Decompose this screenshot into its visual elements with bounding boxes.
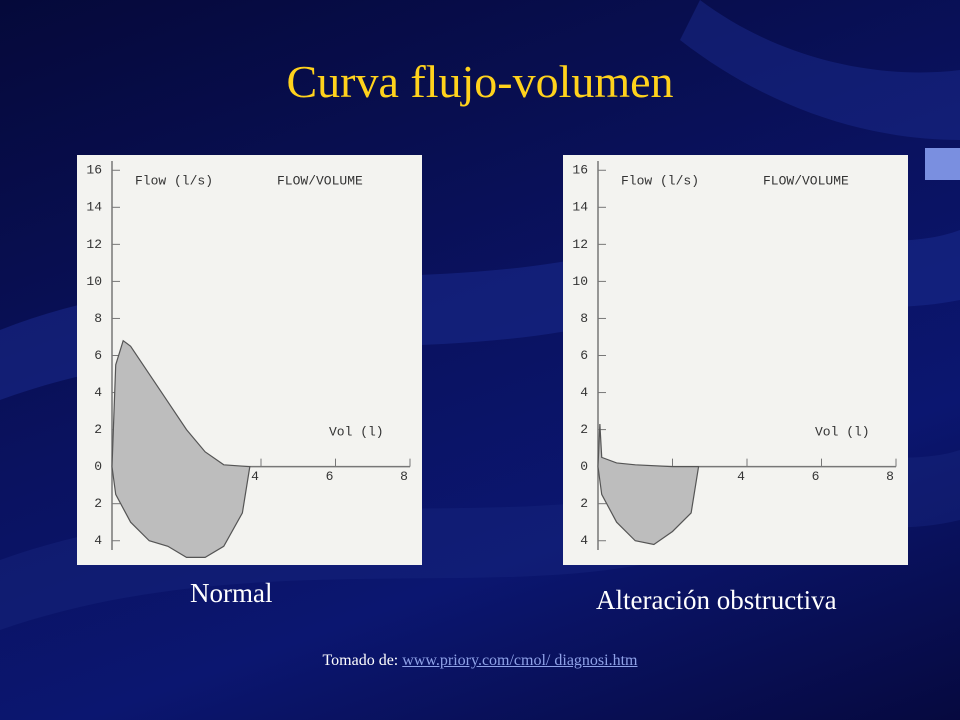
y-tick-label: 8 [94,311,102,326]
chart-label: FLOW/VOLUME [763,173,849,188]
chart: 1614121086420242468Flow (l/s)FLOW/VOLUME… [86,161,411,559]
y-tick-label: 16 [86,163,102,178]
caption: Normal [190,578,273,608]
y-tick-label: 2 [580,496,588,511]
y-tick-label: 2 [94,496,102,511]
decoration [925,148,960,180]
y-tick-label: 4 [580,533,588,548]
y-tick-label: 0 [580,459,588,474]
y-tick-label: 4 [94,533,102,548]
flow-volume-loop [597,424,700,546]
x-axis-title: Vol (l) [815,424,870,439]
y-tick-label: 2 [94,422,102,437]
chart-panel: 1614121086420242468Flow (l/s)FLOW/VOLUME… [563,155,908,565]
chart-label: FLOW/VOLUME [277,173,363,188]
chart: 1614121086420242468Flow (l/s)FLOW/VOLUME… [572,161,897,550]
y-axis-title: Flow (l/s) [621,173,699,188]
x-tick-label: 4 [737,469,745,484]
x-tick-label: 6 [812,469,820,484]
y-tick-label: 2 [580,422,588,437]
y-tick-label: 10 [86,274,102,289]
source: Tomado de: www.priory.com/cmol/ diagnosi… [0,652,960,670]
y-tick-label: 14 [86,200,102,215]
source-prefix: Tomado de: [322,652,399,669]
chart-panel: 1614121086420242468Flow (l/s)FLOW/VOLUME… [77,155,422,565]
caption: Alteración obstructiva [596,585,837,615]
y-tick-label: 10 [572,274,588,289]
x-tick-label: 6 [326,469,334,484]
y-tick-label: 8 [580,311,588,326]
y-axis-title: Flow (l/s) [135,173,213,188]
y-tick-label: 12 [572,237,588,252]
y-tick-label: 0 [94,459,102,474]
y-tick-label: 12 [86,237,102,252]
source-link[interactable]: www.priory.com/cmol/ diagnosi.htm [402,652,638,669]
x-tick-label: 8 [400,469,408,484]
y-tick-label: 4 [94,385,102,400]
y-tick-label: 4 [580,385,588,400]
x-tick-label: 8 [886,469,894,484]
flow-volume-loop [111,339,251,559]
y-tick-label: 16 [572,163,588,178]
y-tick-label: 6 [580,348,588,363]
y-tick-label: 6 [94,348,102,363]
x-axis-title: Vol (l) [329,424,384,439]
slide-title: Curva flujo-volumen [286,56,674,107]
x-tick-label: 4 [251,469,259,484]
y-tick-label: 14 [572,200,588,215]
